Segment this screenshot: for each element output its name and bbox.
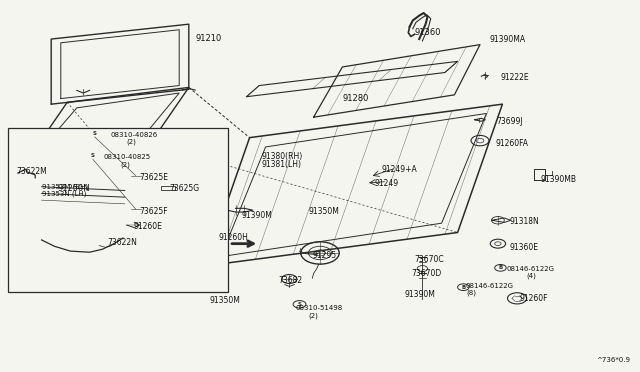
Text: 91360: 91360 [415, 28, 441, 37]
Text: 91360E: 91360E [509, 243, 538, 252]
Text: 73682: 73682 [278, 276, 303, 285]
Text: 73622M: 73622M [16, 167, 47, 176]
Text: S: S [93, 131, 97, 136]
Text: B: B [499, 265, 502, 270]
Text: 91250N: 91250N [58, 185, 90, 193]
Text: 91260H: 91260H [219, 233, 249, 242]
Text: 91353M (RH): 91353M (RH) [42, 183, 88, 190]
Text: (2): (2) [127, 139, 136, 145]
Text: 91260FA: 91260FA [496, 139, 529, 148]
Text: 73625G: 73625G [170, 185, 200, 193]
Text: 73625E: 73625E [140, 173, 168, 182]
Text: B: B [461, 285, 465, 290]
Text: 08310-40825: 08310-40825 [104, 154, 151, 160]
Text: 91350M: 91350M [210, 296, 241, 305]
Text: 91353N (LH): 91353N (LH) [42, 191, 86, 198]
Text: (8): (8) [466, 290, 476, 296]
Text: 91280: 91280 [342, 94, 369, 103]
Text: 73699J: 73699J [497, 117, 524, 126]
Text: 73625F: 73625F [140, 207, 168, 216]
Text: 91295: 91295 [312, 251, 337, 260]
Text: 91390MB: 91390MB [541, 175, 577, 184]
Text: 08146-6122G: 08146-6122G [507, 266, 555, 272]
Text: 91260E: 91260E [133, 222, 162, 231]
Text: 91390M: 91390M [404, 290, 435, 299]
Text: (4): (4) [527, 273, 536, 279]
Text: 08310-51498: 08310-51498 [295, 305, 342, 311]
Text: ^736*0.9: ^736*0.9 [596, 357, 630, 363]
Text: 91260F: 91260F [520, 294, 548, 303]
Text: 91350M: 91350M [308, 207, 339, 216]
Text: 91210: 91210 [195, 34, 221, 43]
Text: S: S [298, 302, 301, 307]
Text: (2): (2) [120, 161, 130, 168]
Text: 91380(RH): 91380(RH) [261, 153, 302, 161]
Text: (2): (2) [308, 312, 318, 319]
Text: S: S [91, 153, 95, 158]
Text: 73670C: 73670C [415, 255, 444, 264]
Text: 91318N: 91318N [509, 217, 539, 226]
Bar [8, 128, 228, 292]
Text: 91390M: 91390M [242, 211, 273, 219]
Text: 73670D: 73670D [411, 269, 441, 278]
Text: 91249+A: 91249+A [381, 165, 417, 174]
Text: 08310-40826: 08310-40826 [110, 132, 157, 138]
Text: 08146-6122G: 08146-6122G [466, 283, 514, 289]
Text: 91390MA: 91390MA [490, 35, 525, 44]
Bar [161, 186, 175, 190]
Text: 91222E: 91222E [500, 73, 529, 81]
Text: 91381(LH): 91381(LH) [261, 160, 301, 169]
Text: 91249: 91249 [374, 179, 399, 187]
Text: 73622N: 73622N [108, 238, 138, 247]
